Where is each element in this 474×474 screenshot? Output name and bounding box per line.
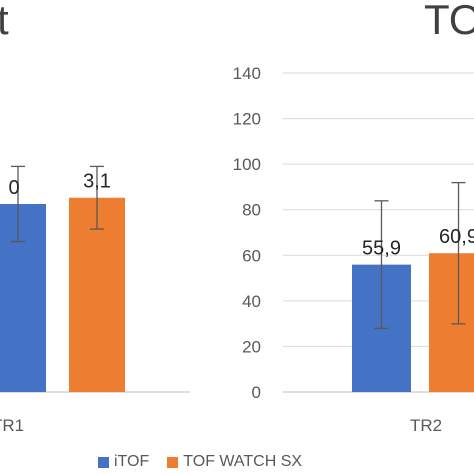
y-tick-label-80: 80 <box>242 201 261 220</box>
right-chart-title-fragment: TO <box>424 0 474 43</box>
y-tick-label-140: 140 <box>233 64 261 83</box>
chart-legend: iTOF TOF WATCH SX <box>98 452 302 472</box>
legend-swatch-itof <box>98 456 109 468</box>
y-tick-label-60: 60 <box>242 246 261 265</box>
category-label-tr1: TR1 <box>0 416 24 435</box>
bar-tof-watch-sx <box>429 253 474 392</box>
y-tick-label-0: 0 <box>252 383 261 402</box>
data-label-tof-watch-sx: 3,1 <box>83 171 111 193</box>
y-tick-label-20: 20 <box>242 337 261 356</box>
legend-swatch-tof-watch-sx <box>167 456 179 468</box>
legend-label-itof: iTOF <box>114 453 150 470</box>
bar-itof <box>0 204 46 392</box>
left-chart-title-fragment: t <box>0 0 9 43</box>
y-tick-label-40: 40 <box>242 292 261 311</box>
category-label-tr2: TR2 <box>410 416 442 435</box>
legend-item-tof-watch-sx: TOF WATCH SX <box>167 453 302 471</box>
data-label-itof: 0 <box>8 177 19 199</box>
y-tick-label-120: 120 <box>233 110 261 129</box>
legend-label-tof-watch-sx: TOF WATCH SX <box>183 453 303 470</box>
right-chart-tr2: 0 20 40 60 80 100 120 140 55,9 60,9 TR2 <box>233 64 474 435</box>
y-tick-label-100: 100 <box>233 155 261 174</box>
data-label-itof: 55,9 <box>362 238 401 260</box>
left-chart-tr1: 0 3,1 TR1 <box>0 165 190 435</box>
legend-item-itof: iTOF <box>98 453 149 471</box>
data-label-tof-watch-sx: 60,9 <box>439 226 474 248</box>
bar-tof-watch-sx <box>69 197 125 392</box>
